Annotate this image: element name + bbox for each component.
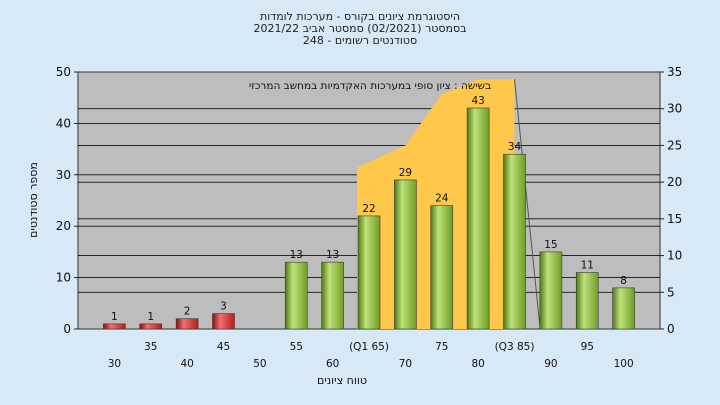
data-label: 22 — [362, 203, 375, 215]
x-tick-label: (Q3 85) — [495, 341, 535, 353]
bar-55 — [284, 261, 308, 330]
data-label: 13 — [326, 249, 339, 261]
chart-annotation: בשישה : ציון סופי במערכות האקדמיות במחשב… — [249, 80, 491, 92]
right-tick-label: 10 — [667, 249, 682, 263]
chart-title-line-1: היסטוגרמת ציונים בקורס - מערכות לומדות — [259, 10, 461, 23]
left-tick-label: 0 — [63, 322, 71, 336]
x-tick-label: 50 — [253, 358, 266, 370]
data-label: 34 — [508, 141, 522, 153]
data-label: 13 — [290, 249, 303, 261]
right-tick-label: 5 — [667, 285, 675, 299]
data-label: 1 — [111, 311, 118, 323]
bar-75 — [430, 205, 454, 330]
x-tick-label: 45 — [217, 341, 230, 353]
bar-40 — [175, 318, 199, 330]
x-tick-label: 35 — [144, 341, 157, 353]
data-label: 1 — [147, 311, 154, 323]
left-tick-label: 20 — [56, 219, 71, 233]
data-label: 3 — [220, 301, 227, 313]
bar-60 — [321, 261, 344, 330]
bar-Q385 — [503, 153, 526, 330]
chart-title-line-3: סטודנטים רשומים - 248 — [302, 34, 418, 47]
bar-70 — [394, 179, 417, 330]
data-label: 29 — [399, 167, 412, 179]
y-axis-label: מספר סטודנטים — [27, 162, 40, 238]
bar-90 — [539, 251, 563, 330]
x-tick-label: 100 — [614, 358, 634, 370]
x-tick-label: 80 — [471, 358, 484, 370]
quartile-area-edge — [514, 79, 541, 327]
data-label: 2 — [184, 306, 191, 318]
left-tick-label: 30 — [56, 168, 71, 182]
right-tick-label: 20 — [667, 175, 682, 189]
right-tick-label: 30 — [667, 102, 682, 116]
left-tick-label: 40 — [56, 116, 71, 130]
data-label: 11 — [581, 259, 594, 271]
data-label: 15 — [544, 239, 557, 251]
bar-45 — [212, 313, 235, 330]
right-tick-label: 25 — [667, 138, 682, 152]
x-tick-label: 75 — [435, 341, 448, 353]
x-tick-label: 90 — [544, 358, 557, 370]
x-tick-label: 40 — [180, 358, 193, 370]
chart-title-line-2: בסמסטר (02/2021) סמסטר אביב 2021/22 — [253, 22, 467, 35]
x-tick-label: 70 — [399, 358, 412, 370]
x-tick-label: 95 — [581, 341, 594, 353]
right-tick-label: 15 — [667, 212, 682, 226]
bar-100 — [612, 287, 635, 330]
bar-30 — [103, 323, 126, 330]
bar-80 — [466, 107, 490, 330]
data-label: 8 — [620, 275, 627, 287]
data-label: 24 — [435, 193, 449, 205]
bar-95 — [575, 272, 599, 330]
left-tick-label: 10 — [56, 271, 71, 285]
left-tick-label: 50 — [56, 65, 71, 79]
right-tick-label: 0 — [667, 322, 675, 336]
x-tick-label: 30 — [108, 358, 121, 370]
right-tick-label: 35 — [667, 65, 682, 79]
x-tick-label: 55 — [290, 341, 303, 353]
bar-Q165 — [357, 215, 381, 330]
bar-35 — [139, 323, 163, 330]
x-tick-label: 60 — [326, 358, 339, 370]
x-axis-label: טווח ציונים — [317, 374, 367, 387]
x-tick-label: (Q1 65) — [349, 341, 389, 353]
data-label: 43 — [471, 95, 484, 107]
axes: 0 10 20 30 40 50 0 5 10 15 20 25 30 35 30 35 40 45 50 55 60 (… — [56, 65, 683, 370]
